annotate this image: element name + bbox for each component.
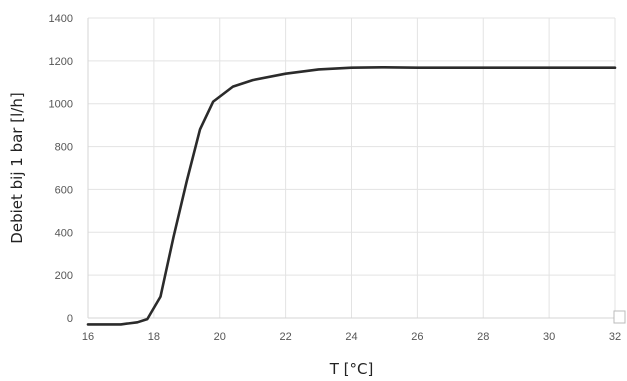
grid (87, 17, 616, 319)
y-tick-label: 800 (55, 142, 73, 154)
y-tick-label: 400 (55, 227, 73, 239)
x-tick-label: 30 (543, 331, 555, 343)
x-tick-label: 18 (148, 331, 160, 343)
y-tick-label: 1200 (49, 56, 73, 68)
series-line (86, 66, 617, 326)
y-tick-label: 200 (55, 270, 73, 282)
x-tick-label: 22 (280, 331, 292, 343)
y-tick-label: 600 (55, 184, 73, 196)
y-tick-label: 1400 (49, 13, 73, 25)
y-tick-label: 0 (67, 313, 73, 325)
x-axis-title: T [°C] (329, 360, 374, 378)
axes (87, 18, 615, 319)
corner-box (613, 310, 626, 324)
x-tick-label: 24 (345, 331, 357, 343)
y-tick-label: 1000 (49, 99, 73, 111)
series-layer (86, 66, 617, 326)
x-tick-label: 32 (609, 331, 621, 343)
x-tick-label: 26 (411, 331, 423, 343)
y-axis-title: Debiet bij 1 bar [l/h] (8, 92, 26, 243)
x-tick-label: 16 (82, 331, 94, 343)
x-tick-label: 20 (214, 331, 226, 343)
x-tick-label: 28 (477, 331, 489, 343)
tick-labels: 0 200 400 600 800 1000 1200 1400 16 18 20 22 24 26 28 3… (49, 13, 622, 343)
